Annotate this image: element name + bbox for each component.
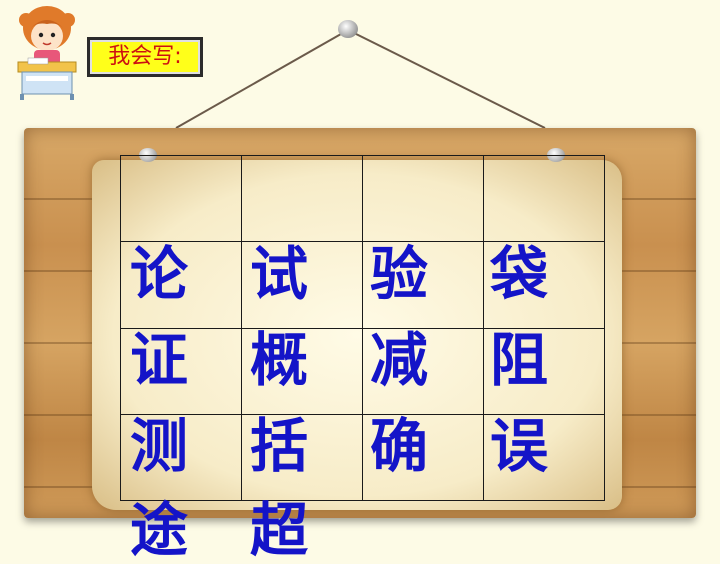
grid-row: [120, 241, 605, 329]
grid-cell: [241, 413, 363, 502]
character: 测: [130, 412, 189, 480]
character: 袋: [490, 240, 549, 308]
character: 概: [250, 326, 309, 394]
character: 确: [370, 412, 429, 480]
character: 阻: [490, 326, 549, 394]
character: 验: [370, 240, 429, 308]
grid-cell: [362, 241, 484, 329]
grid-cell: [120, 327, 242, 415]
grid-cell: [241, 154, 363, 243]
character: 括: [250, 412, 309, 480]
grid-cell: [362, 327, 484, 415]
grid-cell: [362, 413, 484, 502]
grid-row: [120, 327, 605, 415]
character: 试: [250, 240, 309, 308]
grid-cell: [483, 241, 605, 329]
character: 误: [490, 412, 549, 480]
hanging-string: [175, 29, 546, 129]
label-text: 我会写:: [90, 40, 200, 74]
label-box: 我会写:: [87, 37, 203, 77]
grid-cell: [483, 154, 605, 243]
grid-cell: [483, 413, 605, 502]
grid-cell: [120, 413, 242, 502]
grid-cell: [120, 154, 242, 243]
top-nail-icon: [338, 20, 358, 38]
writing-grid: [120, 154, 605, 502]
grid-cell: [120, 241, 242, 329]
grid-row: [120, 413, 605, 502]
grid-cell: [483, 327, 605, 415]
character: 超: [250, 496, 309, 564]
character: 证: [130, 326, 189, 394]
grid-cell: [241, 327, 363, 415]
grid-cell: [362, 154, 484, 243]
grid-row: [120, 154, 605, 243]
girl-writing-icon: [17, 6, 77, 100]
character: 减: [370, 326, 429, 394]
character: 途: [130, 496, 189, 564]
character: 论: [130, 240, 189, 308]
